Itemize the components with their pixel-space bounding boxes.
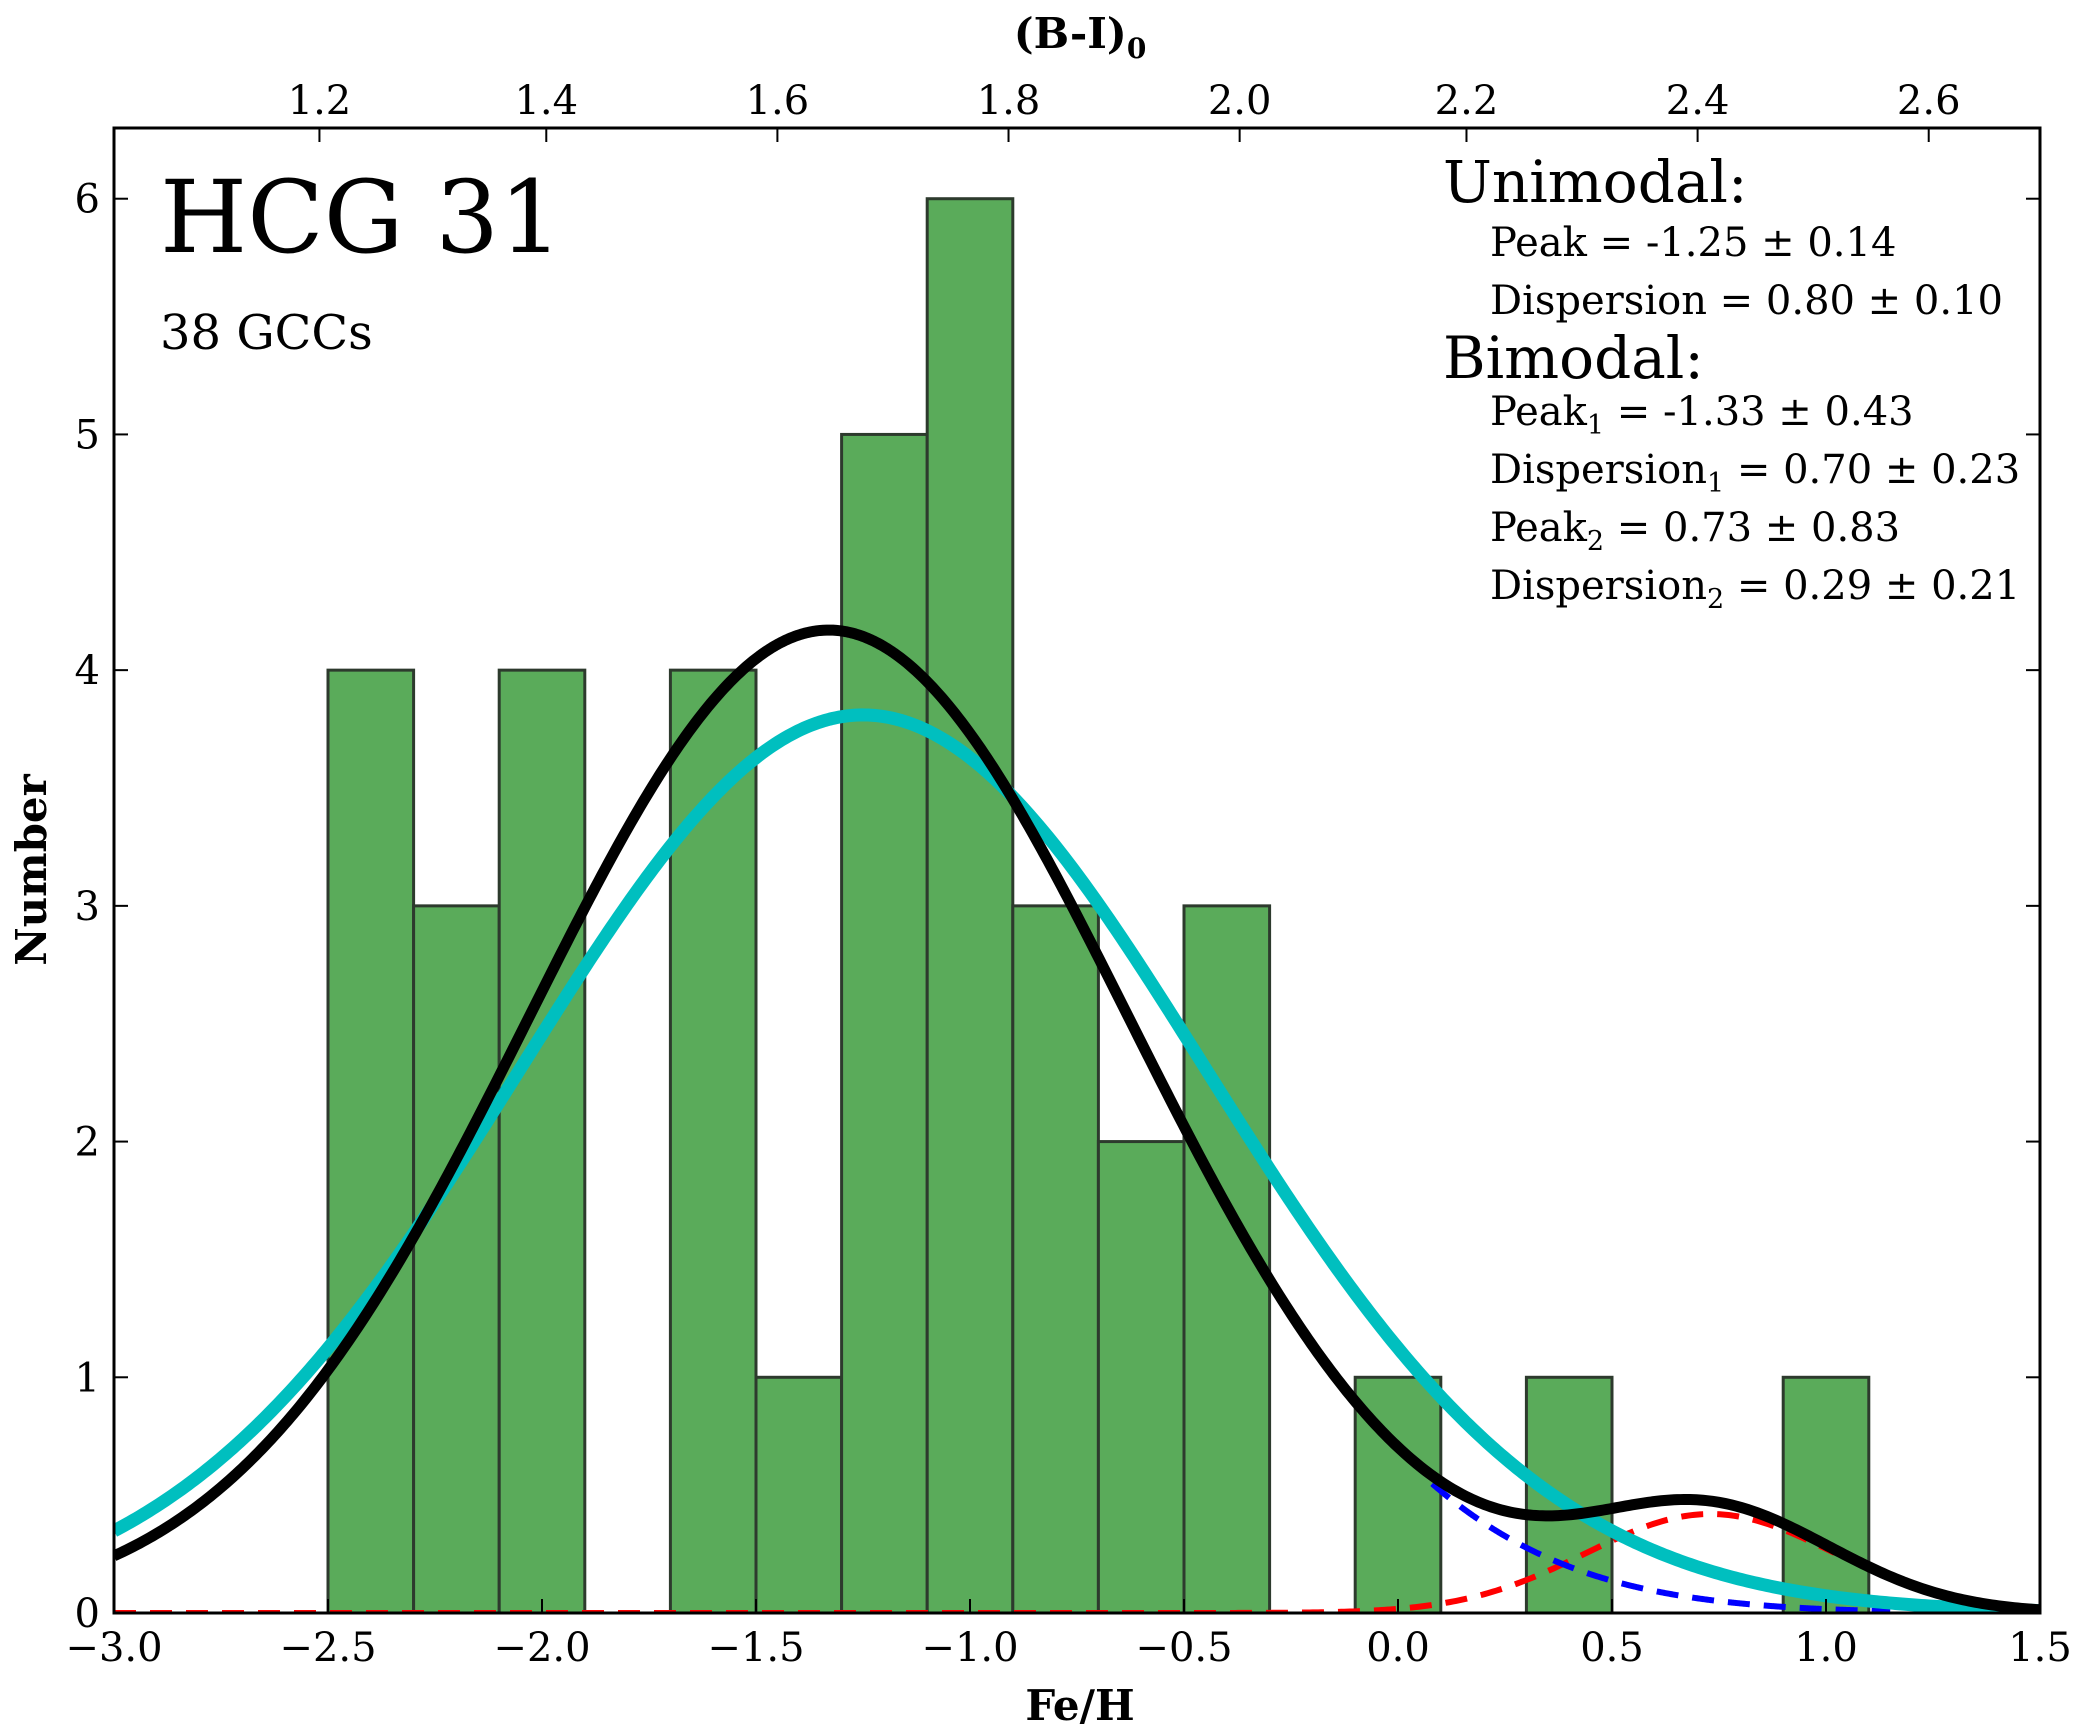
y-tick-label: 1 xyxy=(75,1355,100,1401)
peak2-subscript: 2 xyxy=(1587,526,1604,557)
y-axis-label: Number xyxy=(7,773,56,965)
histogram-bar xyxy=(1011,904,1100,1615)
y-tick-label: 0 xyxy=(75,1591,100,1637)
axis-ticks: −3.0 −2.5 −2.0 −1.5 −1.0 −0.5 0.0 0.5 1.0 1.5 0 1 2 3… xyxy=(65,78,2071,1671)
top-x-tick-label: 2.0 xyxy=(1208,78,1272,124)
chart-title: HCG 31 xyxy=(160,159,563,276)
histogram-bar xyxy=(326,668,416,1615)
bimodal-peak2: Peak2 = 0.73 ± 0.83 xyxy=(1490,505,1900,557)
x-tick-label: −2.0 xyxy=(493,1625,590,1671)
top-x-tick-label: 2.4 xyxy=(1666,78,1730,124)
histogram-bar xyxy=(1096,1140,1186,1615)
x-tick-label: −3.0 xyxy=(65,1625,162,1671)
bimodal-heading: Bimodal: xyxy=(1443,324,1704,392)
bimodal-total-curve xyxy=(114,624,2040,1613)
peak1-value: = -1.33 ± 0.43 xyxy=(1604,389,1914,435)
top-axis-label-subscript: 0 xyxy=(1127,32,1146,65)
x-tick-label: 1.0 xyxy=(1794,1625,1858,1671)
histogram-bar xyxy=(754,1375,844,1615)
y-tick-label: 6 xyxy=(75,177,100,223)
x-tick-label: 1.5 xyxy=(2008,1625,2072,1671)
unimodal-heading: Unimodal: xyxy=(1443,148,1748,216)
chart-subtitle: 38 GCCs xyxy=(160,305,373,361)
unimodal-peak: Peak = -1.25 ± 0.14 xyxy=(1490,220,1896,266)
x-axis-label: Fe/H xyxy=(1025,1681,1134,1730)
unimodal-dispersion: Dispersion = 0.80 ± 0.10 xyxy=(1490,278,2003,324)
peak1-subscript: 1 xyxy=(1587,410,1604,441)
x-tick-label: −0.5 xyxy=(1135,1625,1232,1671)
histogram-bar xyxy=(925,197,1015,1615)
x-tick-label: 0.0 xyxy=(1366,1625,1430,1671)
peak1-label: Peak xyxy=(1490,389,1588,435)
dispersion1-label: Dispersion xyxy=(1490,447,1707,493)
dispersion2-subscript: 2 xyxy=(1707,584,1724,615)
y-tick-label: 2 xyxy=(75,1120,100,1166)
x-tick-label: 0.5 xyxy=(1580,1625,1644,1671)
y-tick-label: 4 xyxy=(75,648,100,694)
histogram-bar xyxy=(1781,1375,1871,1615)
fit-annotation: Unimodal: Peak = -1.25 ± 0.14 Dispersion… xyxy=(1443,148,2020,615)
peak2-label: Peak xyxy=(1490,505,1588,551)
top-x-tick-label: 1.8 xyxy=(977,78,1041,124)
x-tick-label: −2.5 xyxy=(279,1625,376,1671)
histogram-bar xyxy=(840,432,929,1615)
bimodal-peak1: Peak1 = -1.33 ± 0.43 xyxy=(1490,389,1914,441)
dispersion1-subscript: 1 xyxy=(1707,468,1724,499)
bimodal-dispersion2: Dispersion2 = 0.29 ± 0.21 xyxy=(1490,563,2020,615)
top-x-tick-label: 1.2 xyxy=(288,78,352,124)
top-x-tick-label: 2.2 xyxy=(1435,78,1499,124)
y-tick-label: 5 xyxy=(75,412,100,458)
x-tick-label: −1.0 xyxy=(921,1625,1018,1671)
dispersion1-value: = 0.70 ± 0.23 xyxy=(1724,447,2020,493)
peak2-value: = 0.73 ± 0.83 xyxy=(1604,505,1900,551)
dispersion2-value: = 0.29 ± 0.21 xyxy=(1724,563,2020,609)
top-x-tick-label: 1.4 xyxy=(514,78,578,124)
histogram-bar xyxy=(497,668,587,1615)
histogram-bar xyxy=(668,668,758,1615)
top-axis-label: (B-I)0 xyxy=(1014,9,1147,65)
histogram-bar xyxy=(412,904,501,1615)
top-x-tick-label: 1.6 xyxy=(746,78,810,124)
x-tick-label: −1.5 xyxy=(707,1625,804,1671)
dispersion2-label: Dispersion xyxy=(1490,563,1707,609)
y-tick-label: 3 xyxy=(75,884,100,930)
fit-curves xyxy=(114,624,2040,1613)
top-x-tick-label: 2.6 xyxy=(1897,78,1961,124)
plot-frame xyxy=(112,126,2042,1615)
bimodal-component1-curve xyxy=(1430,1481,1891,1613)
top-axis-label-base: (B-I) xyxy=(1014,9,1127,58)
bimodal-dispersion1: Dispersion1 = 0.70 ± 0.23 xyxy=(1490,447,2020,499)
